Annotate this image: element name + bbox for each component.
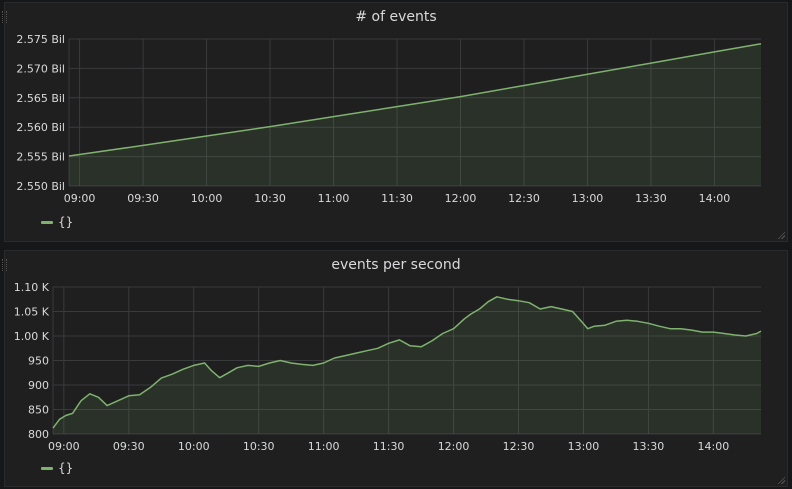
x-tick-label: 13:30 [635, 192, 667, 205]
events-per-second-chart: 800 850 900 950 1.00 K 1.05 K 1.10 K 09:00 09:30… [14, 281, 762, 453]
x-tick-label: 13:00 [568, 440, 600, 453]
x-tick-label: 10:30 [243, 440, 275, 453]
series-line[interactable] [52, 296, 762, 429]
y-tick-label: 850 [28, 404, 49, 417]
y-tick-label: 1.05 K [14, 306, 50, 319]
y-tick-label: 900 [28, 379, 49, 392]
y-tick-label: 2.575 Bil [16, 33, 65, 46]
events-per-second-panel: events per second 800 850 900 950 1.00 K 1.05… [2, 250, 788, 487]
x-tick-label: 13:30 [633, 440, 665, 453]
series-line[interactable] [68, 42, 762, 157]
x-tick-label: 12:30 [503, 440, 535, 453]
x-tick-label: 12:00 [438, 440, 470, 453]
x-tick-label: 13:00 [572, 192, 604, 205]
legend-label[interactable]: {} [58, 215, 74, 229]
series-points [68, 43, 762, 157]
x-tick-label: 11:00 [308, 440, 340, 453]
y-tick-label: 2.550 Bil [16, 180, 65, 193]
legend-swatch[interactable] [41, 220, 53, 224]
legend: {} [41, 461, 73, 475]
resize-handle-icon[interactable] [777, 476, 785, 484]
events-count-panel: # of events 2.550 Bil 2.555 Bil 2.560 Bil 2… [2, 2, 788, 242]
grid [53, 286, 761, 435]
series-points [52, 296, 762, 429]
x-tick-label: 11:00 [318, 192, 350, 205]
resize-handle-icon[interactable] [777, 231, 785, 239]
x-tick-label: 14:00 [698, 440, 730, 453]
y-tick-label: 2.570 Bil [16, 62, 65, 75]
x-tick-label: 14:00 [699, 192, 731, 205]
x-tick-label: 09:00 [48, 440, 80, 453]
axes: 800 850 900 950 1.00 K 1.05 K 1.10 K 09:00 09:30… [14, 281, 729, 453]
panel-title[interactable]: # of events [355, 9, 437, 25]
y-tick-label: 950 [28, 355, 49, 368]
y-tick-label: 2.555 Bil [16, 151, 65, 164]
x-tick-label: 10:00 [191, 192, 223, 205]
y-tick-label: 2.560 Bil [16, 121, 65, 134]
x-tick-label: 11:30 [373, 440, 405, 453]
y-tick-label: 2.565 Bil [16, 92, 65, 105]
legend-label[interactable]: {} [58, 461, 74, 475]
x-tick-label: 10:30 [254, 192, 286, 205]
x-tick-label: 12:00 [445, 192, 477, 205]
x-tick-label: 09:30 [127, 192, 159, 205]
y-tick-label: 800 [28, 428, 49, 441]
x-tick-label: 11:30 [381, 192, 413, 205]
x-tick-label: 09:30 [113, 440, 145, 453]
x-tick-label: 09:00 [64, 192, 96, 205]
drag-handle-icon[interactable] [2, 259, 7, 271]
x-tick-label: 12:30 [508, 192, 540, 205]
legend: {} [41, 215, 73, 229]
axes: 2.550 Bil 2.555 Bil 2.560 Bil 2.565 Bil 2.57… [16, 33, 730, 205]
legend-swatch[interactable] [41, 466, 53, 470]
y-tick-label: 1.00 K [14, 330, 50, 343]
drag-handle-icon[interactable] [2, 11, 7, 23]
series-area [69, 43, 761, 187]
events-count-chart: 2.550 Bil 2.555 Bil 2.560 Bil 2.565 Bil 2.57… [16, 33, 762, 205]
panel-title[interactable]: events per second [331, 257, 461, 273]
x-tick-label: 10:00 [178, 440, 210, 453]
y-tick-label: 1.10 K [14, 281, 50, 294]
series-area [53, 296, 761, 434]
